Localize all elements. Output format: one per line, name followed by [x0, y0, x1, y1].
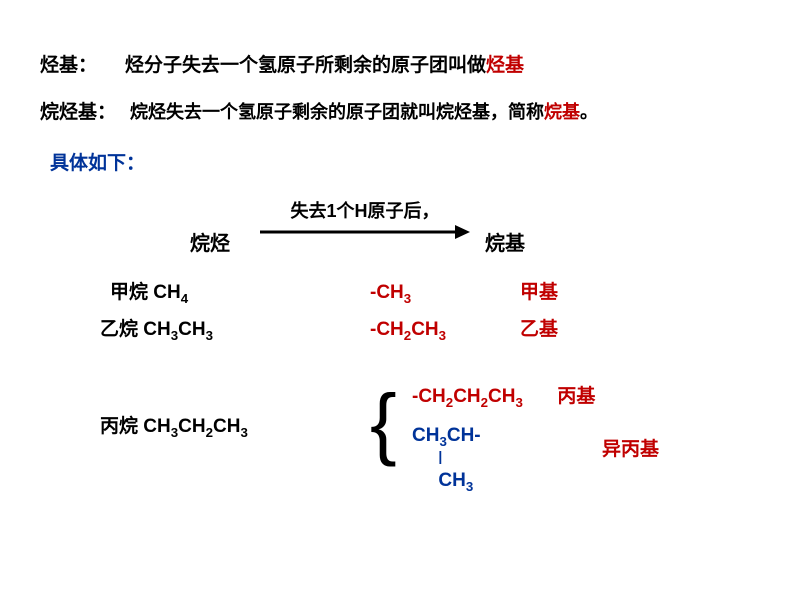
row-propane: 丙烷 CH3CH2CH3 { -CH2CH2CH3 丙基 CH3CH- | CH… — [40, 381, 754, 501]
ethane-left: 乙烷 CH3CH3 — [40, 314, 290, 343]
ethyl-s2: 3 — [439, 328, 446, 343]
ethyl-formula: -CH2CH3 — [370, 319, 520, 343]
def2-after: 。 — [580, 102, 598, 122]
header-wanji: 烷基 — [485, 227, 525, 256]
subheading: 具体如下： — [50, 148, 754, 175]
ethane-name: 乙烷 — [100, 319, 138, 340]
propyl-formula: -CH2CH2CH3 — [412, 386, 523, 407]
ethyl-f1: -CH — [370, 319, 404, 340]
ethane-f2: CH — [178, 319, 205, 340]
arrow-icon — [260, 223, 470, 241]
def2-text: 烷烃失去一个氢原子剩余的原子团就叫烷烃基，简称 — [130, 102, 544, 122]
arrow-group: 失去1个H原子后， — [260, 197, 470, 241]
ethane-f1: CH — [138, 319, 171, 340]
methane-formula: CH — [148, 282, 181, 303]
methane-sub: 4 — [181, 291, 188, 306]
propane-name: 丙烷 — [100, 416, 138, 437]
label-wantingji: 烷烃基： — [40, 97, 130, 124]
brace-icon: { — [370, 383, 397, 463]
def1-red: 烃基 — [486, 55, 524, 76]
ethyl-name: 乙基 — [520, 314, 558, 341]
isopropyl-formula: CH3CH- | CH3 — [412, 426, 481, 495]
label-tingji: 烃基： — [40, 50, 125, 77]
propyl-group: -CH2CH2CH3 丙基 — [412, 381, 595, 410]
header-wanting: 烷烃 — [190, 227, 230, 256]
definition-row-2: 烷烃基： 烷烃失去一个氢原子剩余的原子团就叫烷烃基，简称烷基。 — [40, 97, 754, 124]
methane-name: 甲烷 — [110, 282, 148, 303]
def2-red: 烷基 — [544, 102, 580, 122]
ethyl-f2: CH — [411, 319, 438, 340]
row-methane: 甲烷 CH4 -CH3 甲基 — [40, 277, 754, 306]
row-ethane: 乙烷 CH3CH3 -CH2CH3 乙基 — [40, 314, 754, 343]
methyl-sub: 3 — [404, 291, 411, 306]
definition-1: 烃分子失去一个氢原子所剩余的原子团叫做烃基 — [125, 50, 524, 77]
arrow-label: 失去1个H原子后， — [290, 197, 439, 223]
isopropyl-group: CH3CH- | CH3 异丙基 — [412, 426, 481, 495]
propane-formula: CH3CH2CH3 — [138, 416, 248, 437]
definition-row-1: 烃基： 烃分子失去一个氢原子所剩余的原子团叫做烃基 — [40, 50, 754, 77]
methyl-name: 甲基 — [520, 277, 558, 304]
definition-2: 烷烃失去一个氢原子剩余的原子团就叫烷烃基，简称烷基。 — [130, 98, 598, 124]
methyl-f: -CH — [370, 282, 404, 303]
methyl-formula: -CH3 — [370, 282, 520, 306]
propane-left: 丙烷 CH3CH2CH3 — [100, 411, 248, 440]
ethane-s2: 3 — [206, 328, 213, 343]
diagram-section: 失去1个H原子后， 烷烃 烷基 甲烷 CH4 -CH3 甲基 乙烷 CH3CH3… — [40, 197, 754, 501]
methane-left: 甲烷 CH4 — [40, 277, 290, 306]
isopropyl-name: 异丙基 — [602, 434, 659, 461]
def1-text: 烃分子失去一个氢原子所剩余的原子团叫做 — [125, 55, 486, 76]
propyl-name: 丙基 — [557, 386, 595, 407]
